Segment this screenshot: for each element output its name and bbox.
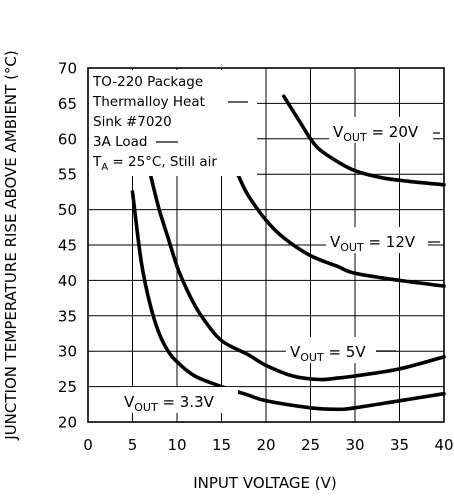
x-tick-label: 15 (212, 436, 231, 454)
y-tick-label: 40 (58, 272, 77, 290)
y-tick-label: 60 (58, 130, 77, 148)
curve-vout-5v (148, 172, 446, 382)
curve-label-background (120, 387, 238, 413)
label-vout-5v: VOUT = 5V (290, 343, 366, 364)
annotation-line-3: Sink #7020 (93, 114, 172, 130)
x-tick-label: 10 (167, 436, 186, 454)
y-tick-label: 25 (58, 378, 77, 396)
y-tick-label: 65 (58, 95, 77, 113)
label-vout-20v: VOUT = 20V (333, 123, 419, 144)
label-vout-12v: VOUT = 12V (330, 233, 416, 254)
y-tick-label: 70 (58, 60, 77, 78)
annotation-line-4: 3A Load (93, 134, 148, 150)
annotation-line-2: Thermalloy Heat (92, 94, 205, 110)
label-vout-3v3: VOUT = 3.3V (124, 393, 215, 414)
annotation: TO-220 Package Thermalloy Heat Sink #702… (92, 74, 248, 173)
annotation-condition: TA = 25°C, Still air (92, 154, 217, 173)
x-tick-label: 30 (345, 436, 364, 454)
curve-vout-20v (282, 94, 446, 187)
y-tick-label: 35 (58, 307, 77, 325)
x-tick-label: 5 (128, 436, 138, 454)
y-tick-label: 45 (58, 237, 77, 255)
curve-label-background (286, 337, 376, 363)
grid (87, 67, 445, 423)
curve-label-background (326, 227, 428, 253)
annotation-line-1: TO-220 Package (92, 74, 203, 90)
curve-vout-3v3 (130, 190, 446, 412)
curve-labels: VOUT = 3.3V VOUT = 5V VOUT = 12V VOUT = 20V (120, 117, 440, 414)
x-tick-label: 20 (256, 436, 275, 454)
annotation-background (89, 70, 257, 176)
y-tick-label: 20 (58, 414, 77, 432)
y-tick-label: 30 (58, 343, 77, 361)
x-axis-label: INPUT VOLTAGE (V) (193, 474, 337, 492)
y-tick-label: 50 (58, 201, 77, 219)
x-tick-label: 25 (301, 436, 320, 454)
x-tick-label: 40 (434, 436, 453, 454)
curve-label-background (329, 117, 433, 143)
y-axis-label: JUNCTION TEMPERATURE RISE ABOVE AMBIENT … (2, 50, 20, 440)
plot-frame (87, 67, 445, 423)
y-tick-label: 55 (58, 166, 77, 184)
x-tick-label: 0 (83, 436, 93, 454)
tick-labels: 0 5 10 15 20 25 30 35 40 20 25 30 35 40 45 50 55 60 65 70 (58, 60, 454, 455)
curves (130, 94, 446, 412)
x-tick-label: 35 (390, 436, 409, 454)
